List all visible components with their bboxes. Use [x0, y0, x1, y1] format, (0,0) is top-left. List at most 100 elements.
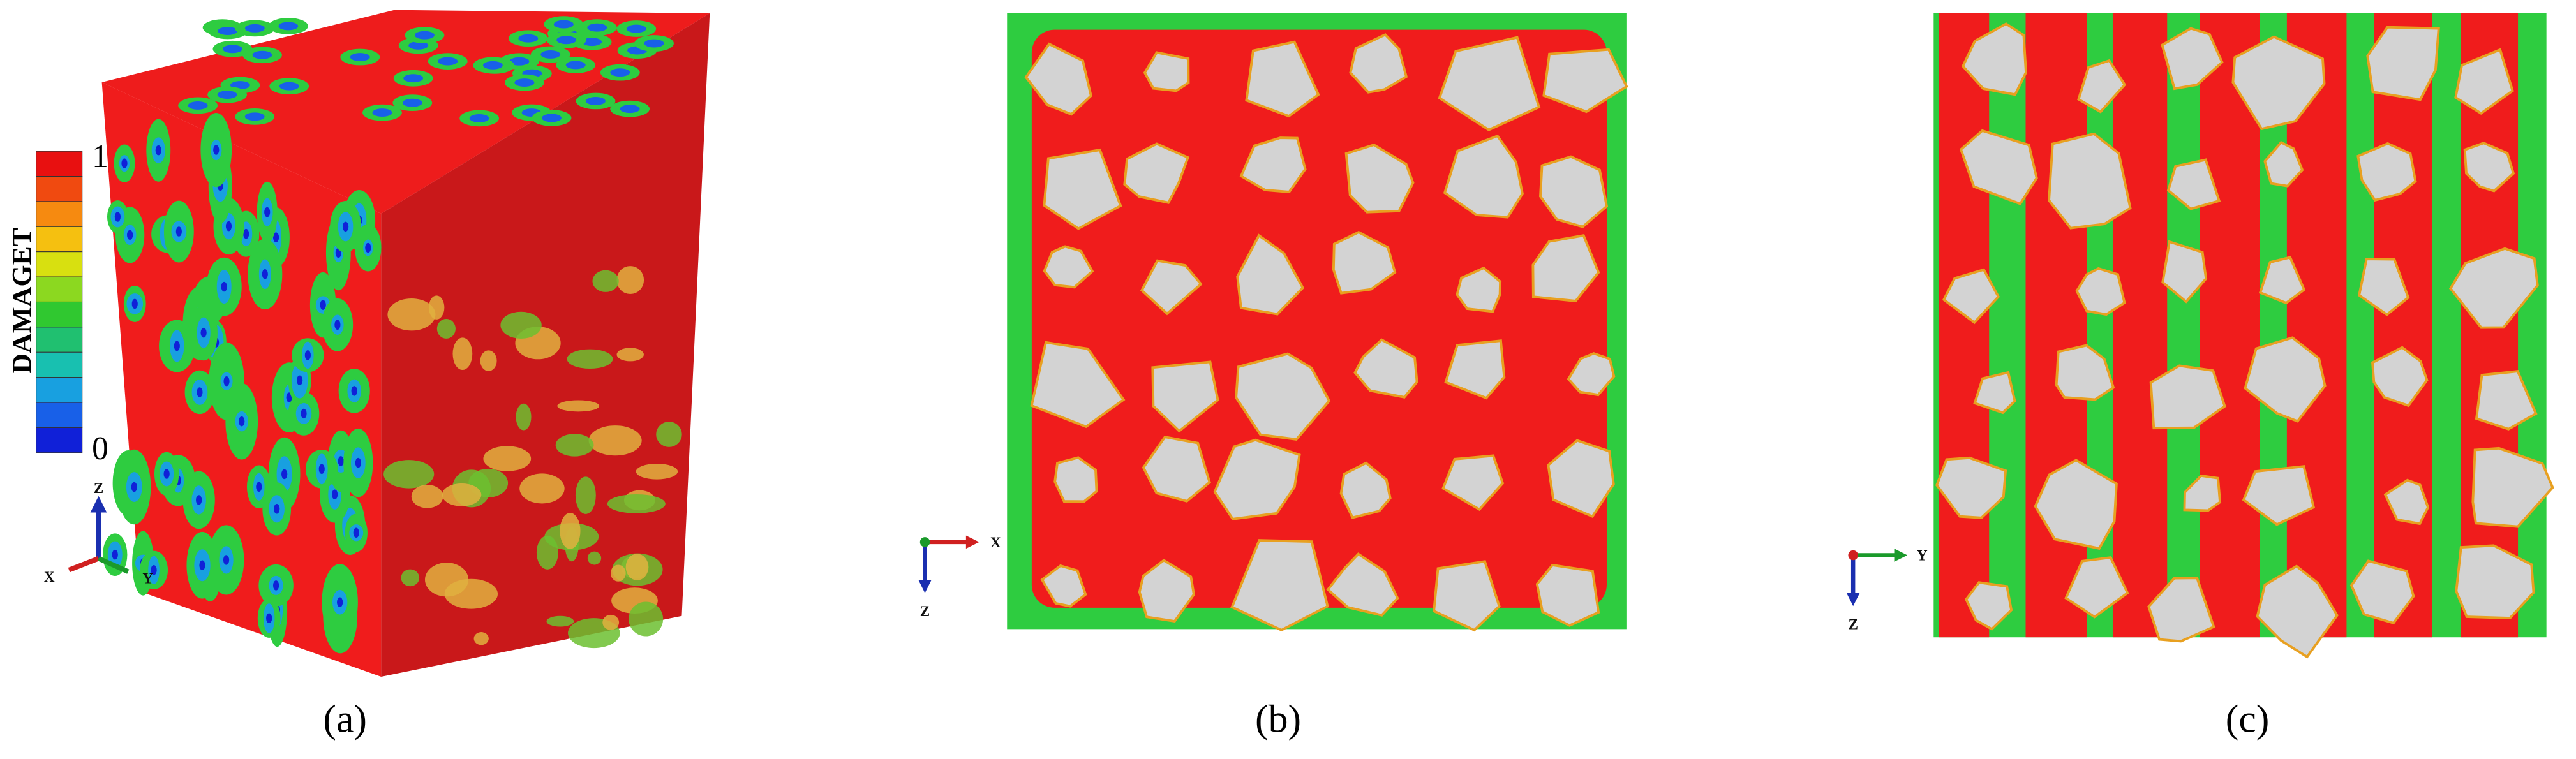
aggregate: [1444, 339, 1506, 400]
contour-blob: [331, 489, 338, 499]
contour-blob: [163, 469, 170, 479]
aggregate: [2366, 26, 2440, 101]
aggregate: [2454, 48, 2514, 115]
legend-max: 1: [92, 138, 108, 175]
contour-blob: [353, 527, 359, 538]
aggregate: [2256, 564, 2339, 659]
contour-blob: [540, 50, 561, 59]
axis-label: Z: [1848, 617, 1858, 633]
contour-blob: [519, 473, 565, 504]
contour-blob: [355, 457, 361, 468]
aggregate: [1053, 456, 1098, 503]
contour-blob: [586, 97, 606, 105]
contour-blob: [452, 337, 473, 371]
aggregate: [1043, 245, 1094, 289]
contour-blob: [411, 485, 443, 508]
aggregate: [1973, 371, 2016, 415]
legend-band: [36, 327, 83, 353]
legend-title: DAMAGET: [7, 228, 38, 373]
damage-band: [2374, 13, 2432, 638]
aggregate: [2064, 556, 2129, 619]
legend-band: [36, 351, 83, 378]
contour-blob: [383, 460, 435, 489]
aggregate: [1143, 51, 1190, 92]
contour-blob: [473, 632, 489, 645]
contour-blob: [556, 36, 577, 45]
contour-blob: [188, 101, 208, 110]
aggregate: [2161, 27, 2224, 91]
contour-blob: [536, 535, 558, 570]
aggregate: [2475, 370, 2538, 431]
aggregate: [1535, 563, 1600, 627]
contour-blob: [243, 228, 249, 239]
aggregate: [1441, 454, 1505, 512]
contour-blob: [131, 482, 137, 492]
aggregate: [1438, 36, 1541, 131]
aggregate: [2166, 158, 2221, 210]
legend-colorbar: [36, 151, 83, 453]
contour-blob: [274, 504, 280, 514]
aggregate: [2183, 474, 2222, 512]
aggregate: [1353, 338, 1418, 399]
contour-blob: [350, 53, 370, 61]
contour-blob: [221, 281, 227, 292]
aggregate: [1043, 148, 1122, 230]
contour-blob: [424, 563, 469, 597]
aggregate: [2263, 140, 2304, 188]
contour-blob: [318, 464, 325, 475]
aggregate: [1942, 268, 2000, 325]
legend-band: [36, 151, 83, 177]
axis-label: Z: [920, 603, 930, 620]
axis-label: Y: [142, 570, 153, 587]
aggregate: [1961, 22, 2027, 96]
contour-blob: [616, 266, 644, 295]
contour-blob: [222, 45, 242, 54]
damage-band: [2200, 13, 2260, 638]
contour-blob: [414, 31, 435, 40]
aggregate: [2077, 59, 2127, 114]
contour-blob: [620, 105, 640, 114]
damage-band: [1939, 13, 1990, 638]
contour-blob: [278, 22, 299, 31]
contour-blob: [151, 565, 157, 575]
axis-arrow: [965, 535, 979, 549]
aggregate: [1138, 559, 1196, 623]
contour-blob: [567, 349, 613, 369]
contour-blob: [272, 580, 279, 591]
contour-blob: [610, 564, 626, 582]
contour-blob: [296, 375, 303, 386]
aggregate: [2055, 344, 2115, 401]
contour-blob: [555, 434, 594, 457]
contour-blob: [560, 513, 581, 549]
aggregate: [1339, 461, 1392, 519]
contour-blob: [196, 495, 202, 505]
aggregate: [2048, 132, 2132, 230]
aggregate: [1123, 142, 1190, 204]
aggregate: [1151, 360, 1219, 433]
contour-blob: [582, 38, 602, 47]
aggregate: [2383, 478, 2430, 526]
caption: (b): [1255, 697, 1301, 741]
contour-blob: [469, 114, 489, 122]
contour-blob: [607, 494, 666, 513]
aggregate: [1030, 341, 1126, 429]
aggregate: [2231, 35, 2326, 131]
aggregate: [1443, 134, 1524, 219]
contour-blob: [629, 601, 664, 637]
contour-blob: [230, 81, 250, 89]
contour-blob: [514, 78, 535, 87]
contour-blob: [509, 57, 530, 66]
contour-blob: [408, 41, 429, 50]
legend-band: [36, 301, 83, 328]
contour-blob: [438, 57, 458, 66]
contour-blob: [565, 61, 586, 70]
contour-blob: [428, 295, 445, 320]
legend-band: [36, 251, 83, 277]
aggregate: [2075, 267, 2126, 316]
contour-blob: [482, 61, 503, 70]
legend-band: [36, 176, 83, 202]
aggregate: [1040, 564, 1087, 608]
contour-blob: [625, 554, 649, 580]
axis-dot: [1848, 550, 1858, 561]
axis-arrow: [918, 580, 932, 593]
